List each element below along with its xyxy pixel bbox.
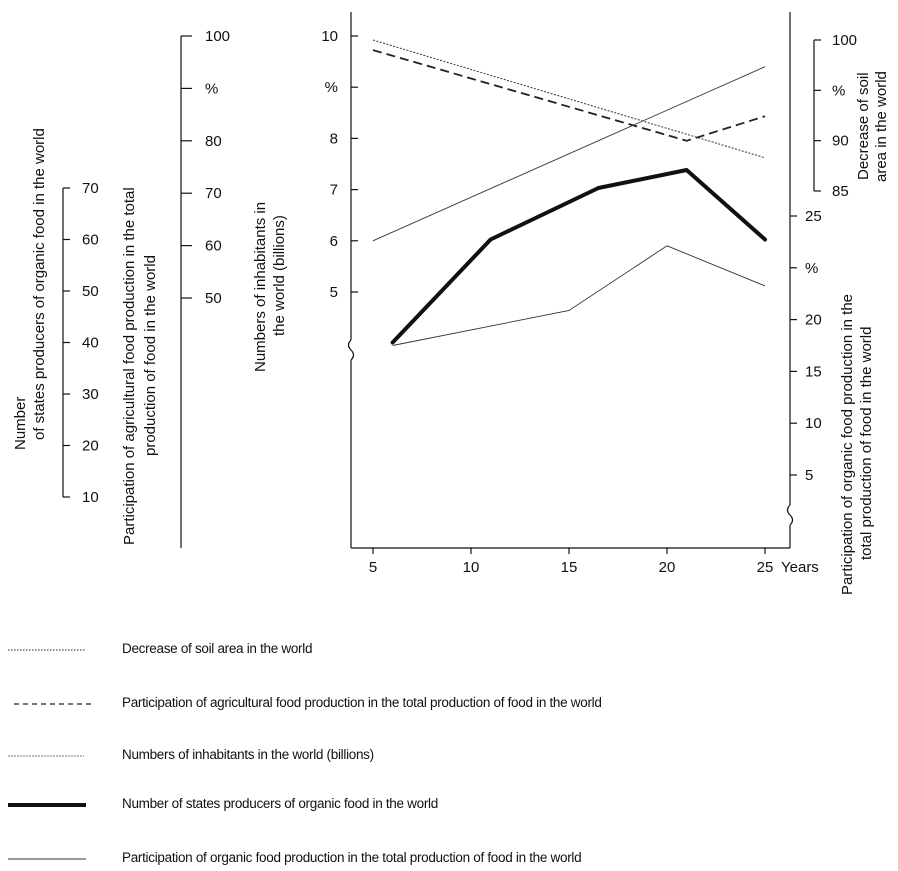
states-tick-label: 50 bbox=[82, 283, 99, 300]
legend-label-organic: Participation of organic food production… bbox=[122, 850, 582, 865]
x-tick-label: 10 bbox=[463, 559, 480, 576]
legend-item-inhabitants: Numbers of inhabitants in the world (bil… bbox=[0, 744, 898, 768]
legend-label-inhabitants: Numbers of inhabitants in the world (bil… bbox=[122, 747, 374, 762]
legend-item-soil: Decrease of soil area in the world bbox=[0, 638, 898, 662]
legend-swatch-thin bbox=[8, 858, 86, 860]
organic-tick-label: 10 bbox=[805, 415, 822, 432]
soil-tick-label: 90 bbox=[832, 133, 849, 150]
soil-tick-label: 100 bbox=[832, 32, 857, 49]
inhabitants-tick-label: 10 bbox=[321, 28, 338, 45]
organic-tick-label: 5 bbox=[805, 467, 813, 484]
axes bbox=[62, 12, 821, 554]
legend-item-organic: Participation of organic food production… bbox=[0, 847, 898, 871]
legend-swatch-thick bbox=[8, 803, 86, 807]
soil-axis-title-line1: Decrease of soil bbox=[855, 72, 872, 180]
states-tick-label: 70 bbox=[82, 180, 99, 197]
agri-tick-label: 50 bbox=[205, 290, 222, 307]
inhabitants-axis-title-line1: Numbers of inhabitants in bbox=[252, 202, 269, 372]
legend-label-soil: Decrease of soil area in the world bbox=[122, 641, 313, 656]
soil-tick-label: % bbox=[832, 82, 845, 99]
organic-axis-break bbox=[786, 504, 794, 526]
agri-tick-label: 70 bbox=[205, 185, 222, 202]
series-organic-line bbox=[392, 245, 766, 346]
states-axis-title-line2: of states producers of organic food in t… bbox=[31, 128, 48, 440]
legend-item-states: Number of states producers of organic fo… bbox=[0, 793, 898, 817]
agri-tick-label: 60 bbox=[205, 238, 222, 255]
states-tick-label: 30 bbox=[82, 386, 99, 403]
series-states-line bbox=[390, 168, 767, 345]
states-axis-title-line1: Number bbox=[12, 397, 29, 450]
inhabitants-axis-title-line2: the world (billions) bbox=[271, 215, 288, 336]
states-tick-label: 40 bbox=[82, 335, 99, 352]
legend-item-agri: Participation of agricultural food produ… bbox=[0, 692, 898, 716]
series-agri-line bbox=[372, 49, 766, 142]
agri-tick-label: % bbox=[205, 80, 218, 97]
legend-swatch-dotted bbox=[8, 649, 86, 651]
agri-tick-label: 80 bbox=[205, 133, 222, 150]
organic-tick-label: 25 bbox=[805, 208, 822, 225]
x-axis-title: Years bbox=[781, 559, 819, 576]
x-tick-label: 5 bbox=[369, 559, 377, 576]
soil-tick-label: 85 bbox=[832, 183, 849, 200]
legend-label-states: Number of states producers of organic fo… bbox=[122, 796, 438, 811]
inhabitants-axis-break bbox=[347, 339, 355, 361]
agri-axis-title-line2: production of food in the world bbox=[142, 255, 159, 456]
chart: 70 60 50 40 30 20 10 Number of states producers … bbox=[12, 12, 890, 595]
agri-tick-label: 100 bbox=[205, 28, 230, 45]
inhabitants-tick-label: 5 bbox=[330, 284, 338, 301]
inhabitants-tick-label: 7 bbox=[330, 182, 338, 199]
states-tick-label: 60 bbox=[82, 232, 99, 249]
states-tick-label: 20 bbox=[82, 438, 99, 455]
organic-axis-title-line1: Participation of organic food production… bbox=[839, 294, 856, 595]
x-tick-label: 20 bbox=[659, 559, 676, 576]
organic-tick-label: 20 bbox=[805, 312, 822, 329]
states-tick-label: 10 bbox=[82, 489, 99, 506]
agri-axis-title-line1: Participation of agricultural food produ… bbox=[121, 187, 138, 545]
inhabitants-tick-label: 6 bbox=[330, 233, 338, 250]
axis-labels: 70 60 50 40 30 20 10 Number of states producers … bbox=[12, 28, 890, 595]
inhabitants-tick-label: 8 bbox=[330, 130, 338, 147]
inhabitants-tick-label: % bbox=[325, 79, 338, 96]
soil-axis-title-line2: area in the world bbox=[873, 71, 890, 182]
x-tick-label: 15 bbox=[561, 559, 578, 576]
organic-tick-label: 15 bbox=[805, 363, 822, 380]
legend-swatch-dashed bbox=[14, 703, 92, 705]
legend-label-agri: Participation of agricultural food produ… bbox=[122, 695, 602, 710]
organic-axis-title-line2: total production of food in the world bbox=[858, 327, 875, 560]
organic-tick-label: % bbox=[805, 260, 818, 277]
series-inhabitants-line bbox=[372, 66, 766, 242]
series-lines bbox=[372, 39, 767, 346]
legend-swatch-thin-dotted bbox=[8, 755, 84, 757]
series-soil-line bbox=[372, 39, 766, 159]
x-tick-label: 25 bbox=[757, 559, 774, 576]
